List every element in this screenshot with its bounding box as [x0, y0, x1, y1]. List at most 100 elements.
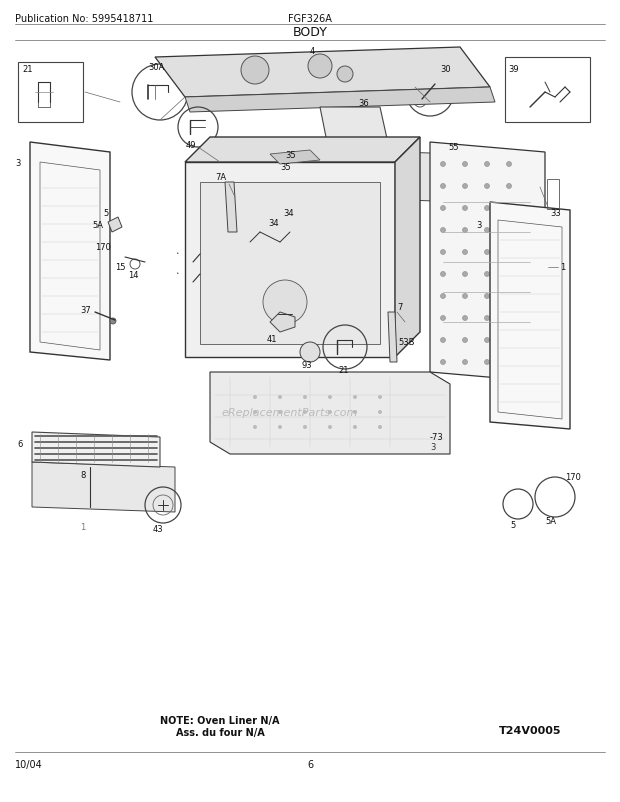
Circle shape	[507, 316, 511, 321]
Text: 14: 14	[128, 271, 138, 280]
Circle shape	[484, 294, 490, 299]
Polygon shape	[185, 163, 395, 358]
Text: 53B: 53B	[398, 338, 415, 347]
Text: 6: 6	[17, 440, 22, 449]
Polygon shape	[395, 138, 420, 358]
Circle shape	[463, 294, 467, 299]
Circle shape	[484, 272, 490, 277]
Text: 34: 34	[283, 209, 294, 217]
Circle shape	[440, 162, 446, 168]
Circle shape	[507, 272, 511, 277]
Circle shape	[440, 272, 446, 277]
Circle shape	[300, 342, 320, 363]
Text: 21: 21	[22, 64, 32, 74]
Text: 5A: 5A	[92, 221, 103, 229]
Text: 1: 1	[560, 263, 565, 272]
Polygon shape	[388, 313, 397, 363]
Text: 35: 35	[280, 164, 291, 172]
Text: •: •	[175, 250, 179, 255]
Polygon shape	[430, 143, 545, 383]
Text: 33: 33	[550, 209, 560, 217]
Polygon shape	[270, 313, 295, 333]
Circle shape	[253, 395, 257, 399]
Text: BODY: BODY	[293, 26, 327, 39]
Text: 37: 37	[80, 306, 91, 315]
Circle shape	[484, 206, 490, 211]
Circle shape	[440, 206, 446, 211]
Circle shape	[378, 395, 382, 399]
Circle shape	[507, 360, 511, 365]
Polygon shape	[320, 107, 390, 158]
Circle shape	[463, 162, 467, 168]
Text: 5: 5	[510, 520, 515, 529]
Text: 49: 49	[186, 140, 197, 149]
Text: 3: 3	[476, 221, 481, 229]
Text: 55: 55	[448, 144, 459, 152]
Polygon shape	[270, 151, 320, 164]
Circle shape	[440, 294, 446, 299]
Circle shape	[463, 338, 467, 343]
Text: 36: 36	[358, 99, 369, 107]
Circle shape	[507, 229, 511, 233]
Polygon shape	[30, 143, 110, 361]
Circle shape	[507, 162, 511, 168]
Polygon shape	[490, 203, 570, 429]
Text: 35: 35	[285, 150, 296, 160]
Circle shape	[253, 426, 257, 429]
Circle shape	[463, 184, 467, 189]
Circle shape	[440, 250, 446, 255]
Circle shape	[353, 411, 357, 415]
Polygon shape	[225, 183, 237, 233]
Circle shape	[463, 206, 467, 211]
Circle shape	[303, 426, 307, 429]
Text: 34: 34	[268, 218, 278, 227]
Circle shape	[484, 360, 490, 365]
Polygon shape	[185, 138, 420, 163]
Circle shape	[328, 426, 332, 429]
Circle shape	[353, 426, 357, 429]
Circle shape	[507, 184, 511, 189]
Circle shape	[278, 426, 282, 429]
Circle shape	[484, 250, 490, 255]
Text: 7A: 7A	[215, 173, 226, 182]
Text: FGF326A: FGF326A	[288, 14, 332, 24]
Circle shape	[328, 395, 332, 399]
Text: 41: 41	[267, 335, 278, 344]
Circle shape	[484, 229, 490, 233]
Circle shape	[303, 411, 307, 415]
Text: 3: 3	[430, 443, 435, 452]
Bar	[505, 58, 590, 123]
Text: eReplacementParts.com: eReplacementParts.com	[222, 407, 358, 418]
Text: 6: 6	[307, 759, 313, 769]
Circle shape	[110, 318, 116, 325]
Text: 5A: 5A	[545, 516, 556, 525]
Text: 21: 21	[338, 366, 348, 375]
Circle shape	[328, 411, 332, 415]
Circle shape	[507, 294, 511, 299]
Circle shape	[378, 411, 382, 415]
Text: NOTE: Oven Liner N/A: NOTE: Oven Liner N/A	[160, 715, 280, 725]
Text: 93: 93	[302, 361, 312, 370]
Text: -73: -73	[430, 433, 444, 442]
Circle shape	[353, 395, 357, 399]
Polygon shape	[32, 432, 160, 468]
Text: 7: 7	[397, 303, 402, 312]
Text: 3: 3	[15, 158, 20, 168]
Circle shape	[337, 67, 353, 83]
Circle shape	[463, 250, 467, 255]
Circle shape	[278, 395, 282, 399]
Circle shape	[463, 229, 467, 233]
Text: 39: 39	[508, 66, 518, 75]
Circle shape	[484, 162, 490, 168]
Polygon shape	[210, 373, 450, 455]
Circle shape	[484, 184, 490, 189]
Circle shape	[378, 426, 382, 429]
Text: 30: 30	[440, 66, 451, 75]
Circle shape	[303, 395, 307, 399]
Circle shape	[484, 338, 490, 343]
Polygon shape	[155, 48, 490, 98]
Polygon shape	[400, 153, 465, 203]
Polygon shape	[200, 183, 380, 345]
Text: Ass. du four N/A: Ass. du four N/A	[175, 727, 264, 737]
Circle shape	[507, 338, 511, 343]
